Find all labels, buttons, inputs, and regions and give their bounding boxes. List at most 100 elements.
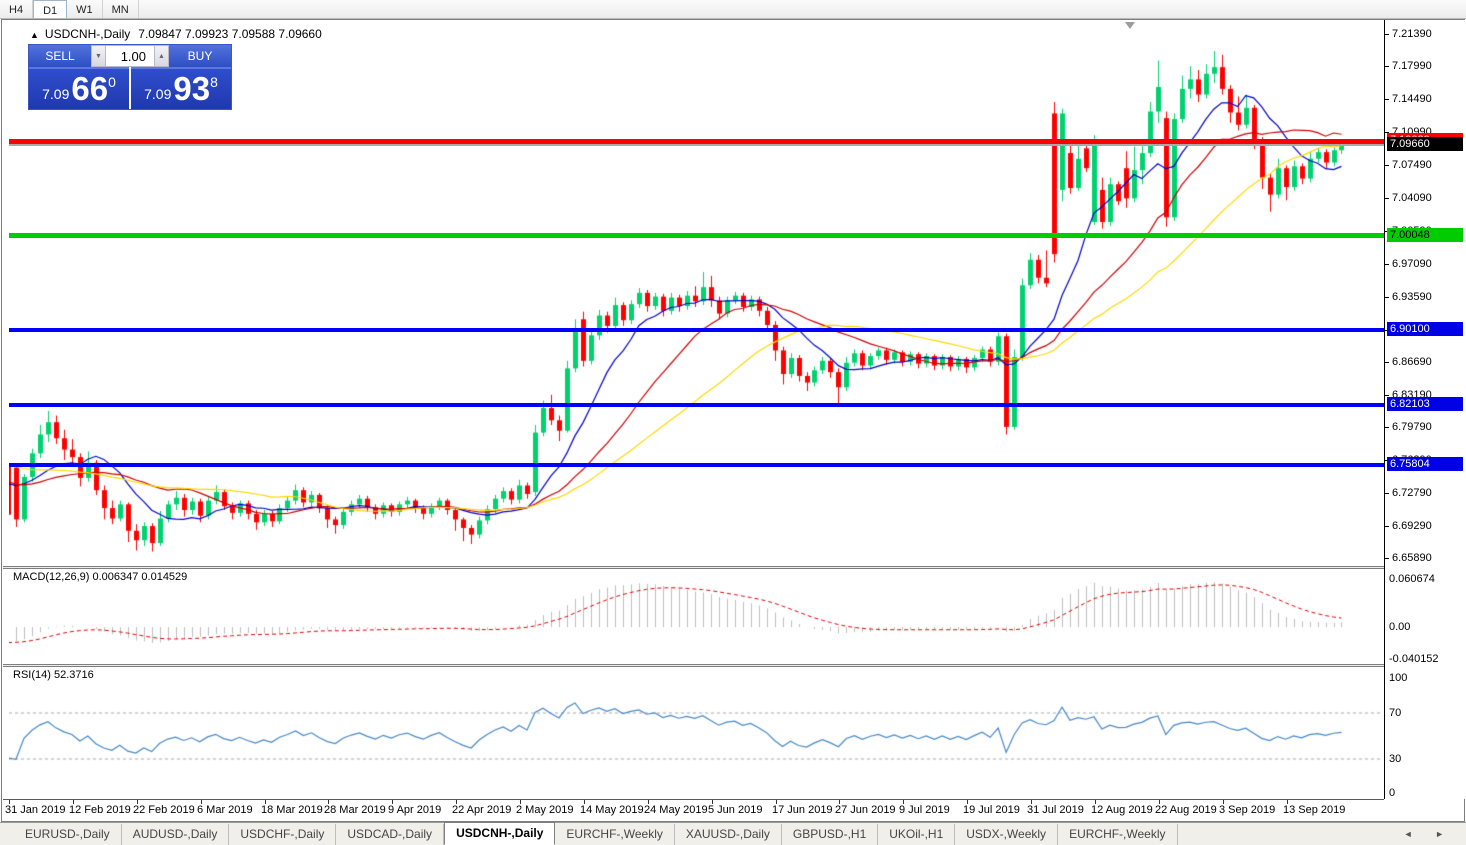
level-line-7.09660[interactable] xyxy=(9,144,1384,146)
macd-indicator-canvas[interactable] xyxy=(9,568,1383,664)
chart-tab-usdcad-daily[interactable]: USDCAD-,Daily xyxy=(336,824,445,845)
date-label: 5 Jun 2019 xyxy=(708,804,763,816)
level-line-6.90100[interactable] xyxy=(9,328,1384,332)
price-tick-label: 6.69290 xyxy=(1385,520,1432,532)
chart-tab-usdcnh-daily[interactable]: USDCNH-,Daily xyxy=(444,822,556,845)
buy-price-big: 93 xyxy=(173,70,211,107)
one-click-trade-panel: SELL ▼ 1.00 ▲ BUY 7.09 66 0 7.09 93 8 xyxy=(28,44,232,110)
date-label: 31 Jan 2019 xyxy=(5,804,66,816)
macd-axis-label: 0.060674 xyxy=(1389,573,1435,585)
date-label: 13 Sep 2019 xyxy=(1283,804,1346,816)
date-label: 12 Aug 2019 xyxy=(1091,804,1153,816)
level-line-6.82103[interactable] xyxy=(9,403,1384,407)
date-tick xyxy=(73,800,74,804)
timeframe-button-w1[interactable]: W1 xyxy=(67,0,103,18)
chart-shift-marker-icon[interactable] xyxy=(1125,22,1135,29)
level-line-7.00048[interactable] xyxy=(9,233,1384,238)
rsi-indicator-canvas[interactable] xyxy=(9,666,1383,799)
rsi-label: RSI(14) 52.3716 xyxy=(13,669,94,681)
buy-price-box[interactable]: 7.09 93 8 xyxy=(131,67,231,109)
rsi-axis-label: 100 xyxy=(1389,672,1408,684)
date-label: 31 Jul 2019 xyxy=(1027,804,1084,816)
date-label: 3 Sep 2019 xyxy=(1219,804,1276,816)
volume-increase-button[interactable]: ▲ xyxy=(154,45,169,67)
date-label: 9 Jul 2019 xyxy=(899,804,950,816)
chart-tab-eurchf-weekly[interactable]: EURCHF-,Weekly xyxy=(1058,824,1178,845)
date-tick xyxy=(776,800,777,804)
date-tick xyxy=(712,800,713,804)
price-badge-6.90100: 6.90100 xyxy=(1387,322,1463,336)
date-label: 22 Apr 2019 xyxy=(452,804,512,816)
sell-price-pip: 0 xyxy=(108,74,116,90)
date-tick xyxy=(1223,800,1224,804)
chart-title: ▲ USDCNH-,Daily 7.09847 7.09923 7.09588 7.… xyxy=(30,27,322,41)
chart-tab-usdx-weekly[interactable]: USDX-,Weekly xyxy=(955,824,1059,845)
title-marker-icon[interactable]: ▲ xyxy=(30,30,39,40)
volume-input[interactable]: 1.00 xyxy=(106,45,154,67)
sell-button[interactable]: SELL xyxy=(29,45,91,67)
date-label: 22 Aug 2019 xyxy=(1155,804,1217,816)
chevron-up-icon: ▲ xyxy=(158,52,165,60)
price-tick-label: 7.14490 xyxy=(1385,93,1432,105)
chevron-down-icon: ▼ xyxy=(95,52,102,60)
timeframe-button-h4[interactable]: H4 xyxy=(0,0,34,18)
chart-tab-usdchf-daily[interactable]: USDCHF-,Daily xyxy=(229,824,337,845)
date-axis[interactable]: 31 Jan 2019 12 Feb 2019 22 Feb 2019 6 Mar 2… xyxy=(3,799,1384,821)
chart-tab-audusd-daily[interactable]: AUDUSD-,Daily xyxy=(122,824,230,845)
macd-label: MACD(12,26,9) 0.006347 0.014529 xyxy=(13,571,188,583)
date-tick xyxy=(1095,800,1096,804)
price-badge-6.75804: 6.75804 xyxy=(1387,457,1463,471)
sell-price-prefix: 7.09 xyxy=(42,86,70,102)
date-label: 12 Feb 2019 xyxy=(69,804,131,816)
axis-separator xyxy=(1384,20,1385,799)
buy-button[interactable]: BUY xyxy=(169,45,231,67)
timeframe-button-d1[interactable]: D1 xyxy=(33,0,68,18)
date-tick xyxy=(328,800,329,804)
price-badge-7.00048: 7.00048 xyxy=(1387,228,1463,242)
date-tick xyxy=(520,800,521,804)
chart-window: ▲ USDCNH-,Daily 7.09847 7.09923 7.09588 7.… xyxy=(1,19,1465,822)
date-tick xyxy=(648,800,649,804)
date-tick xyxy=(456,800,457,804)
price-tick-label: 7.04090 xyxy=(1385,192,1432,204)
main-chart-canvas[interactable] xyxy=(9,21,1383,566)
chart-tab-ukoil-h1[interactable]: UKOil-,H1 xyxy=(878,824,956,845)
price-tick-label: 6.93590 xyxy=(1385,291,1432,303)
level-line-6.75804[interactable] xyxy=(9,463,1384,467)
date-label: 24 May 2019 xyxy=(644,804,708,816)
date-label: 17 Jun 2019 xyxy=(772,804,833,816)
date-tick xyxy=(265,800,266,804)
price-tick-label: 7.17990 xyxy=(1385,60,1432,72)
date-label: 18 Mar 2019 xyxy=(261,804,323,816)
price-tick-label: 6.65890 xyxy=(1385,552,1432,564)
date-tick xyxy=(584,800,585,804)
price-tick-label: 6.86690 xyxy=(1385,356,1432,368)
sell-price-box[interactable]: 7.09 66 0 xyxy=(29,67,129,109)
macd-axis-label: -0.040152 xyxy=(1389,653,1439,665)
buy-price-prefix: 7.09 xyxy=(144,86,172,102)
tab-scroll-arrows[interactable]: ◄ ► xyxy=(1403,829,1454,839)
chart-tab-gbpusd-h1[interactable]: GBPUSD-,H1 xyxy=(782,824,879,845)
date-tick xyxy=(137,800,138,804)
rsi-axis-label: 30 xyxy=(1389,753,1402,765)
chart-tab-eurusd-daily[interactable]: EURUSD-,Daily xyxy=(14,824,122,845)
chart-tab-xauusd-daily[interactable]: XAUUSD-,Daily xyxy=(675,824,782,845)
level-line-7.10029[interactable] xyxy=(9,139,1384,144)
date-tick xyxy=(9,800,10,804)
chart-tab-eurchf-weekly[interactable]: EURCHF-,Weekly xyxy=(555,824,675,845)
date-label: 28 Mar 2019 xyxy=(324,804,386,816)
price-tick-label: 7.21390 xyxy=(1385,28,1432,40)
sell-price-big: 66 xyxy=(71,70,109,107)
date-tick xyxy=(967,800,968,804)
macd-axis-label: 0.00 xyxy=(1389,621,1411,633)
ohlc-readout: 7.09847 7.09923 7.09588 7.09660 xyxy=(138,27,322,41)
date-tick xyxy=(392,800,393,804)
timeframe-toolbar: H4 D1 W1 MN xyxy=(0,0,1466,19)
timeframe-button-mn[interactable]: MN xyxy=(103,0,139,18)
volume-decrease-button[interactable]: ▼ xyxy=(91,45,106,67)
date-label: 6 Mar 2019 xyxy=(197,804,253,816)
price-axis[interactable]: 7.100297.096607.000486.901006.821036.758… xyxy=(1385,20,1465,799)
date-label: 19 Jul 2019 xyxy=(963,804,1020,816)
price-badge-7.09660: 7.09660 xyxy=(1387,137,1463,151)
price-tick-label: 7.07490 xyxy=(1385,159,1432,171)
